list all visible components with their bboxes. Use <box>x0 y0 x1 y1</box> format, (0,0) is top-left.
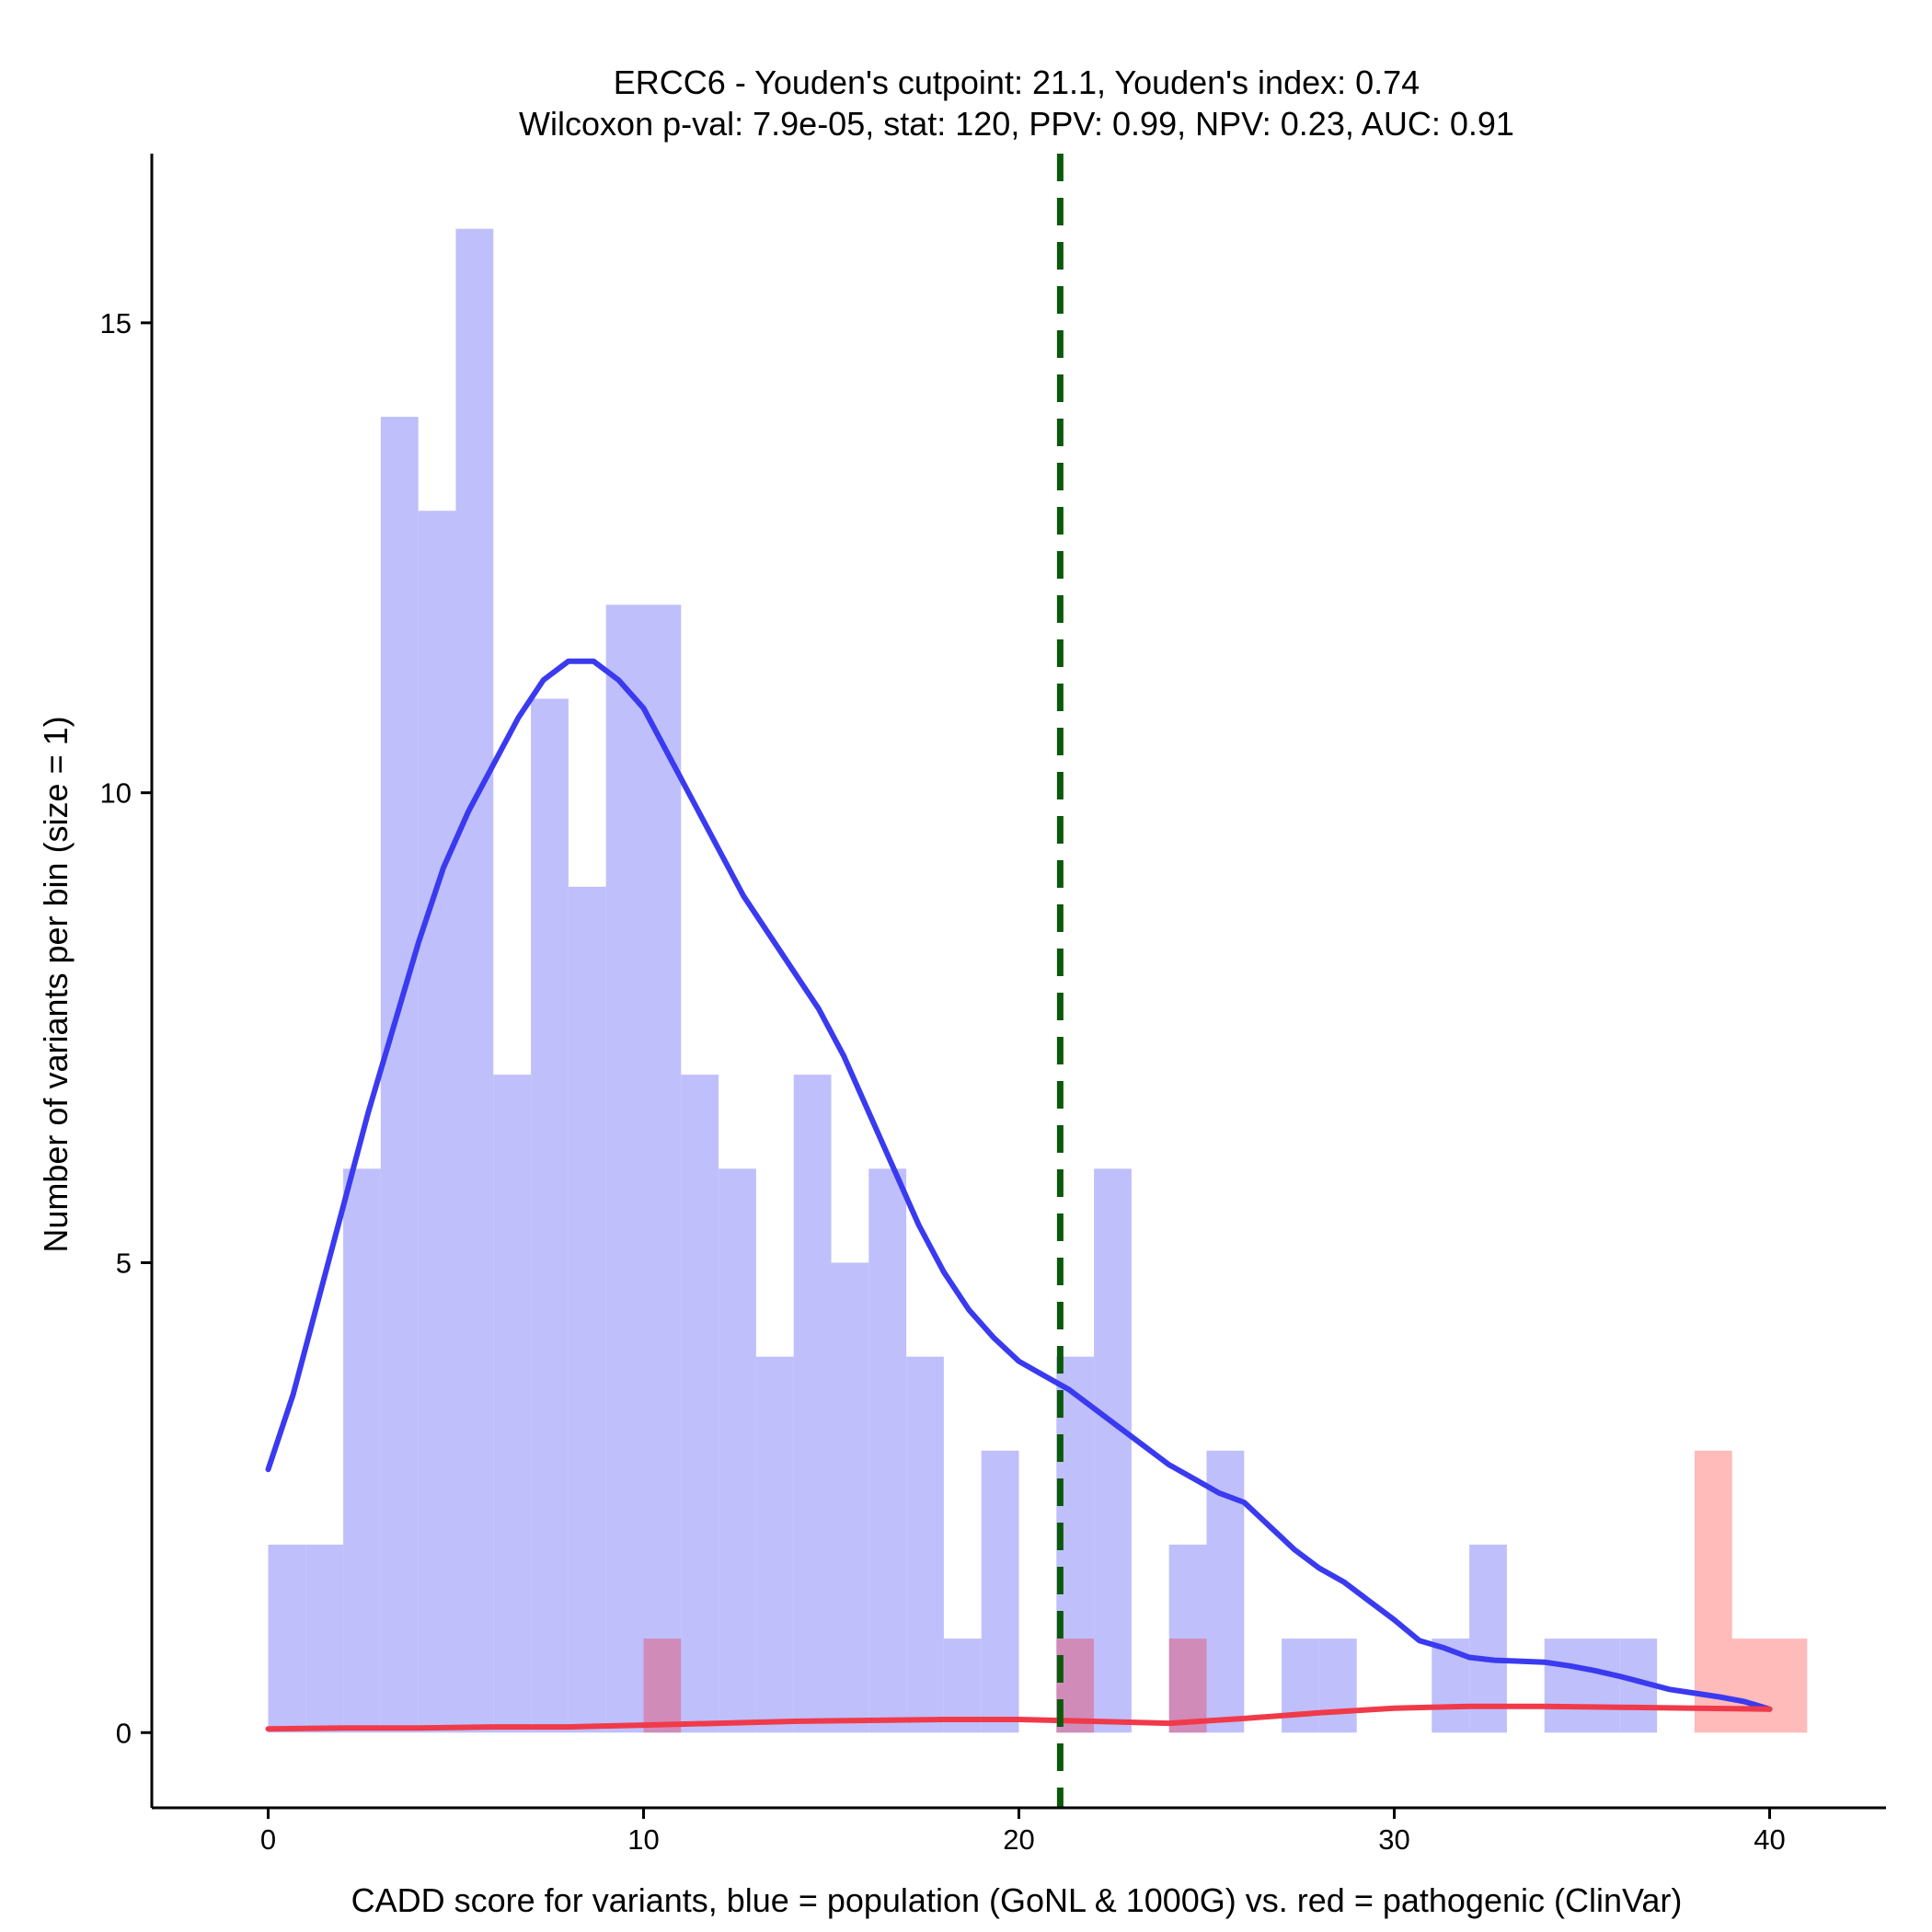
x-tick-label-0: 0 <box>260 1823 276 1856</box>
population-bar-8 <box>568 886 606 1733</box>
population-bar-9 <box>605 604 644 1733</box>
population-density-line <box>265 658 1773 1712</box>
population-bar-17 <box>906 1356 944 1733</box>
population-bar-14 <box>793 1075 832 1733</box>
x-tick-label-40: 40 <box>1754 1823 1785 1856</box>
population-bar-4 <box>418 511 456 1733</box>
population-bar-35 <box>1581 1639 1620 1733</box>
population-bar-34 <box>1544 1639 1582 1733</box>
density-curves <box>265 658 1773 1732</box>
population-bar-12 <box>719 1168 756 1733</box>
y-tick-label-0: 0 <box>116 1717 132 1749</box>
pathogenic-density-line <box>265 1703 1773 1732</box>
population-bar-15 <box>831 1262 869 1733</box>
population-bar-5 <box>455 228 494 1733</box>
population-bars <box>268 228 1658 1733</box>
population-bar-6 <box>493 1075 532 1733</box>
pathogenic-bar-24 <box>1168 1639 1207 1733</box>
population-bar-22 <box>1094 1168 1132 1733</box>
population-bar-13 <box>755 1356 794 1733</box>
x-tick-label-30: 30 <box>1378 1823 1409 1856</box>
pathogenic-bar-38 <box>1694 1450 1732 1733</box>
x-tick-label-20: 20 <box>1003 1823 1034 1856</box>
population-bar-3 <box>380 417 419 1733</box>
pathogenic-bars <box>643 1450 1808 1733</box>
x-tick-label-10: 10 <box>627 1823 659 1856</box>
x-axis-label: CADD score for variants, blue = populati… <box>351 1881 1683 1919</box>
population-bar-24 <box>1168 1544 1207 1733</box>
population-bar-2 <box>343 1168 381 1733</box>
population-bar-32 <box>1469 1544 1507 1733</box>
y-axis-label: Number of variants per bin (size = 1) <box>37 716 75 1252</box>
y-tick-label-10: 10 <box>100 777 132 810</box>
population-bar-10 <box>643 604 682 1733</box>
pathogenic-bar-10 <box>643 1639 682 1733</box>
pathogenic-bar-39 <box>1731 1639 1770 1733</box>
population-bar-19 <box>981 1450 1019 1733</box>
pathogenic-bar-40 <box>1769 1639 1808 1733</box>
population-bar-0 <box>268 1544 306 1733</box>
population-bar-28 <box>1318 1639 1357 1733</box>
y-tick-label-5: 5 <box>116 1247 132 1279</box>
chart-title: ERCC6 - Youden's cutpoint: 21.1, Youden'… <box>614 63 1420 101</box>
population-bar-7 <box>531 698 569 1733</box>
y-tick-label-15: 15 <box>100 307 132 339</box>
population-bar-1 <box>305 1544 344 1733</box>
population-bar-27 <box>1282 1639 1319 1733</box>
population-bar-11 <box>681 1075 719 1733</box>
chart-subtitle: Wilcoxon p-val: 7.9e-05, stat: 120, PPV:… <box>519 105 1514 143</box>
axes: 0 10 20 30 40 0 5 10 15 <box>100 154 1886 1856</box>
population-bar-16 <box>868 1168 907 1733</box>
